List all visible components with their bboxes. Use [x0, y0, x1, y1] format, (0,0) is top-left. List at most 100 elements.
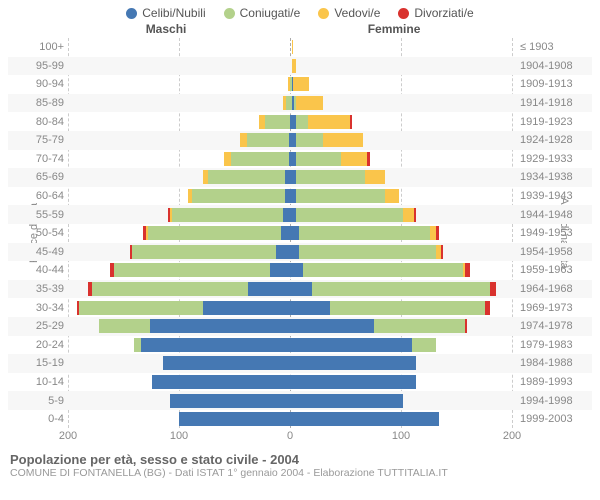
male-bar [68, 59, 292, 73]
bar-pair [68, 208, 516, 222]
bar-segment [132, 245, 276, 259]
bar-segment [208, 170, 286, 184]
bar-segment [285, 189, 292, 203]
age-label: 100+ [8, 41, 68, 53]
bar-pair [68, 152, 516, 166]
bar-segment [292, 319, 374, 333]
chart-row: 0-41999-2003 [8, 410, 592, 429]
birth-years-label: 1929-1933 [516, 153, 592, 165]
age-label: 75-79 [8, 134, 68, 146]
chart-row: 95-99 1904-1908 [8, 57, 592, 76]
female-bar [292, 152, 516, 166]
legend-item-divorziati: Divorziati/e [398, 6, 473, 20]
male-bar [68, 301, 292, 315]
chart-row: 35-391964-1968 [8, 280, 592, 299]
chart-row: 50-54 1949-1953 [8, 224, 592, 243]
male-bar [68, 394, 292, 408]
bar-segment [192, 189, 285, 203]
bar-segment [350, 115, 352, 129]
x-axis: 2001000100200 [0, 428, 600, 446]
legend-item-vedovi: Vedovi/e [318, 6, 380, 20]
age-label: 25-29 [8, 320, 68, 332]
female-bar [292, 77, 516, 91]
bar-segment [259, 115, 266, 129]
age-label: 15-19 [8, 357, 68, 369]
bar-segment [170, 394, 292, 408]
bar-segment [330, 301, 485, 315]
bar-segment [285, 170, 292, 184]
bar-segment [296, 189, 385, 203]
legend-swatch-coniugati [224, 8, 235, 19]
male-bar [68, 245, 292, 259]
birth-years-label: 1919-1923 [516, 116, 592, 128]
bar-segment [299, 245, 437, 259]
bar-segment [92, 282, 247, 296]
birth-years-label: 1924-1928 [516, 134, 592, 146]
bar-segment [172, 208, 283, 222]
bar-segment [99, 319, 150, 333]
bar-segment [163, 356, 292, 370]
bar-segment [430, 226, 437, 240]
birth-years-label: 1944-1948 [516, 209, 592, 221]
male-bar [68, 319, 292, 333]
age-label: 20-24 [8, 339, 68, 351]
chart-row: 45-491954-1958 [8, 243, 592, 262]
bar-segment [296, 170, 365, 184]
bar-segment [412, 338, 436, 352]
male-bar [68, 208, 292, 222]
bar-segment [224, 152, 231, 166]
birth-years-label: 1904-1908 [516, 60, 592, 72]
bar-segment [341, 152, 368, 166]
female-bar [292, 412, 516, 426]
age-label: 30-34 [8, 302, 68, 314]
bar-segment [141, 338, 292, 352]
legend: Celibi/Nubili Coniugati/e Vedovi/e Divor… [0, 0, 600, 22]
bar-segment [299, 226, 430, 240]
female-bar [292, 40, 516, 54]
age-label: 0-4 [8, 413, 68, 425]
bar-pair [68, 96, 516, 110]
chart-row: 70-74 1929-1933 [8, 150, 592, 169]
male-bar [68, 77, 292, 91]
bar-segment [114, 263, 269, 277]
bar-pair [68, 412, 516, 426]
female-bar [292, 96, 516, 110]
chart-row: 25-291974-1978 [8, 317, 592, 336]
male-bar [68, 282, 292, 296]
legend-item-coniugati: Coniugati/e [224, 6, 301, 20]
bar-segment [292, 412, 439, 426]
age-label: 95-99 [8, 60, 68, 72]
male-bar [68, 115, 292, 129]
chart-row: 100+≤ 1903 [8, 38, 592, 57]
chart-subtitle: COMUNE DI FONTANELLA (BG) - Dati ISTAT 1… [10, 467, 590, 479]
female-bar [292, 170, 516, 184]
female-bar [292, 59, 516, 73]
bar-segment [276, 245, 292, 259]
male-bar [68, 375, 292, 389]
male-bar [68, 133, 292, 147]
bar-segment [365, 170, 385, 184]
bar-segment [240, 133, 247, 147]
bar-segment [403, 208, 414, 222]
female-bar [292, 208, 516, 222]
female-bar [292, 394, 516, 408]
age-label: 45-49 [8, 246, 68, 258]
female-bar [292, 189, 516, 203]
bar-segment [296, 133, 323, 147]
birth-years-label: 1949-1953 [516, 227, 592, 239]
age-label: 85-89 [8, 97, 68, 109]
bar-segment [296, 152, 340, 166]
legend-label: Vedovi/e [334, 6, 380, 20]
bar-segment [231, 152, 289, 166]
chart-row: 90-941909-1913 [8, 75, 592, 94]
age-label: 50-54 [8, 227, 68, 239]
bar-pair [68, 170, 516, 184]
female-header: Femmine [368, 22, 421, 36]
bar-segment [292, 263, 303, 277]
chart-row: 15-191984-1988 [8, 354, 592, 373]
male-bar [68, 412, 292, 426]
female-bar [292, 319, 516, 333]
bar-segment [374, 319, 465, 333]
age-label: 70-74 [8, 153, 68, 165]
bar-pair [68, 245, 516, 259]
